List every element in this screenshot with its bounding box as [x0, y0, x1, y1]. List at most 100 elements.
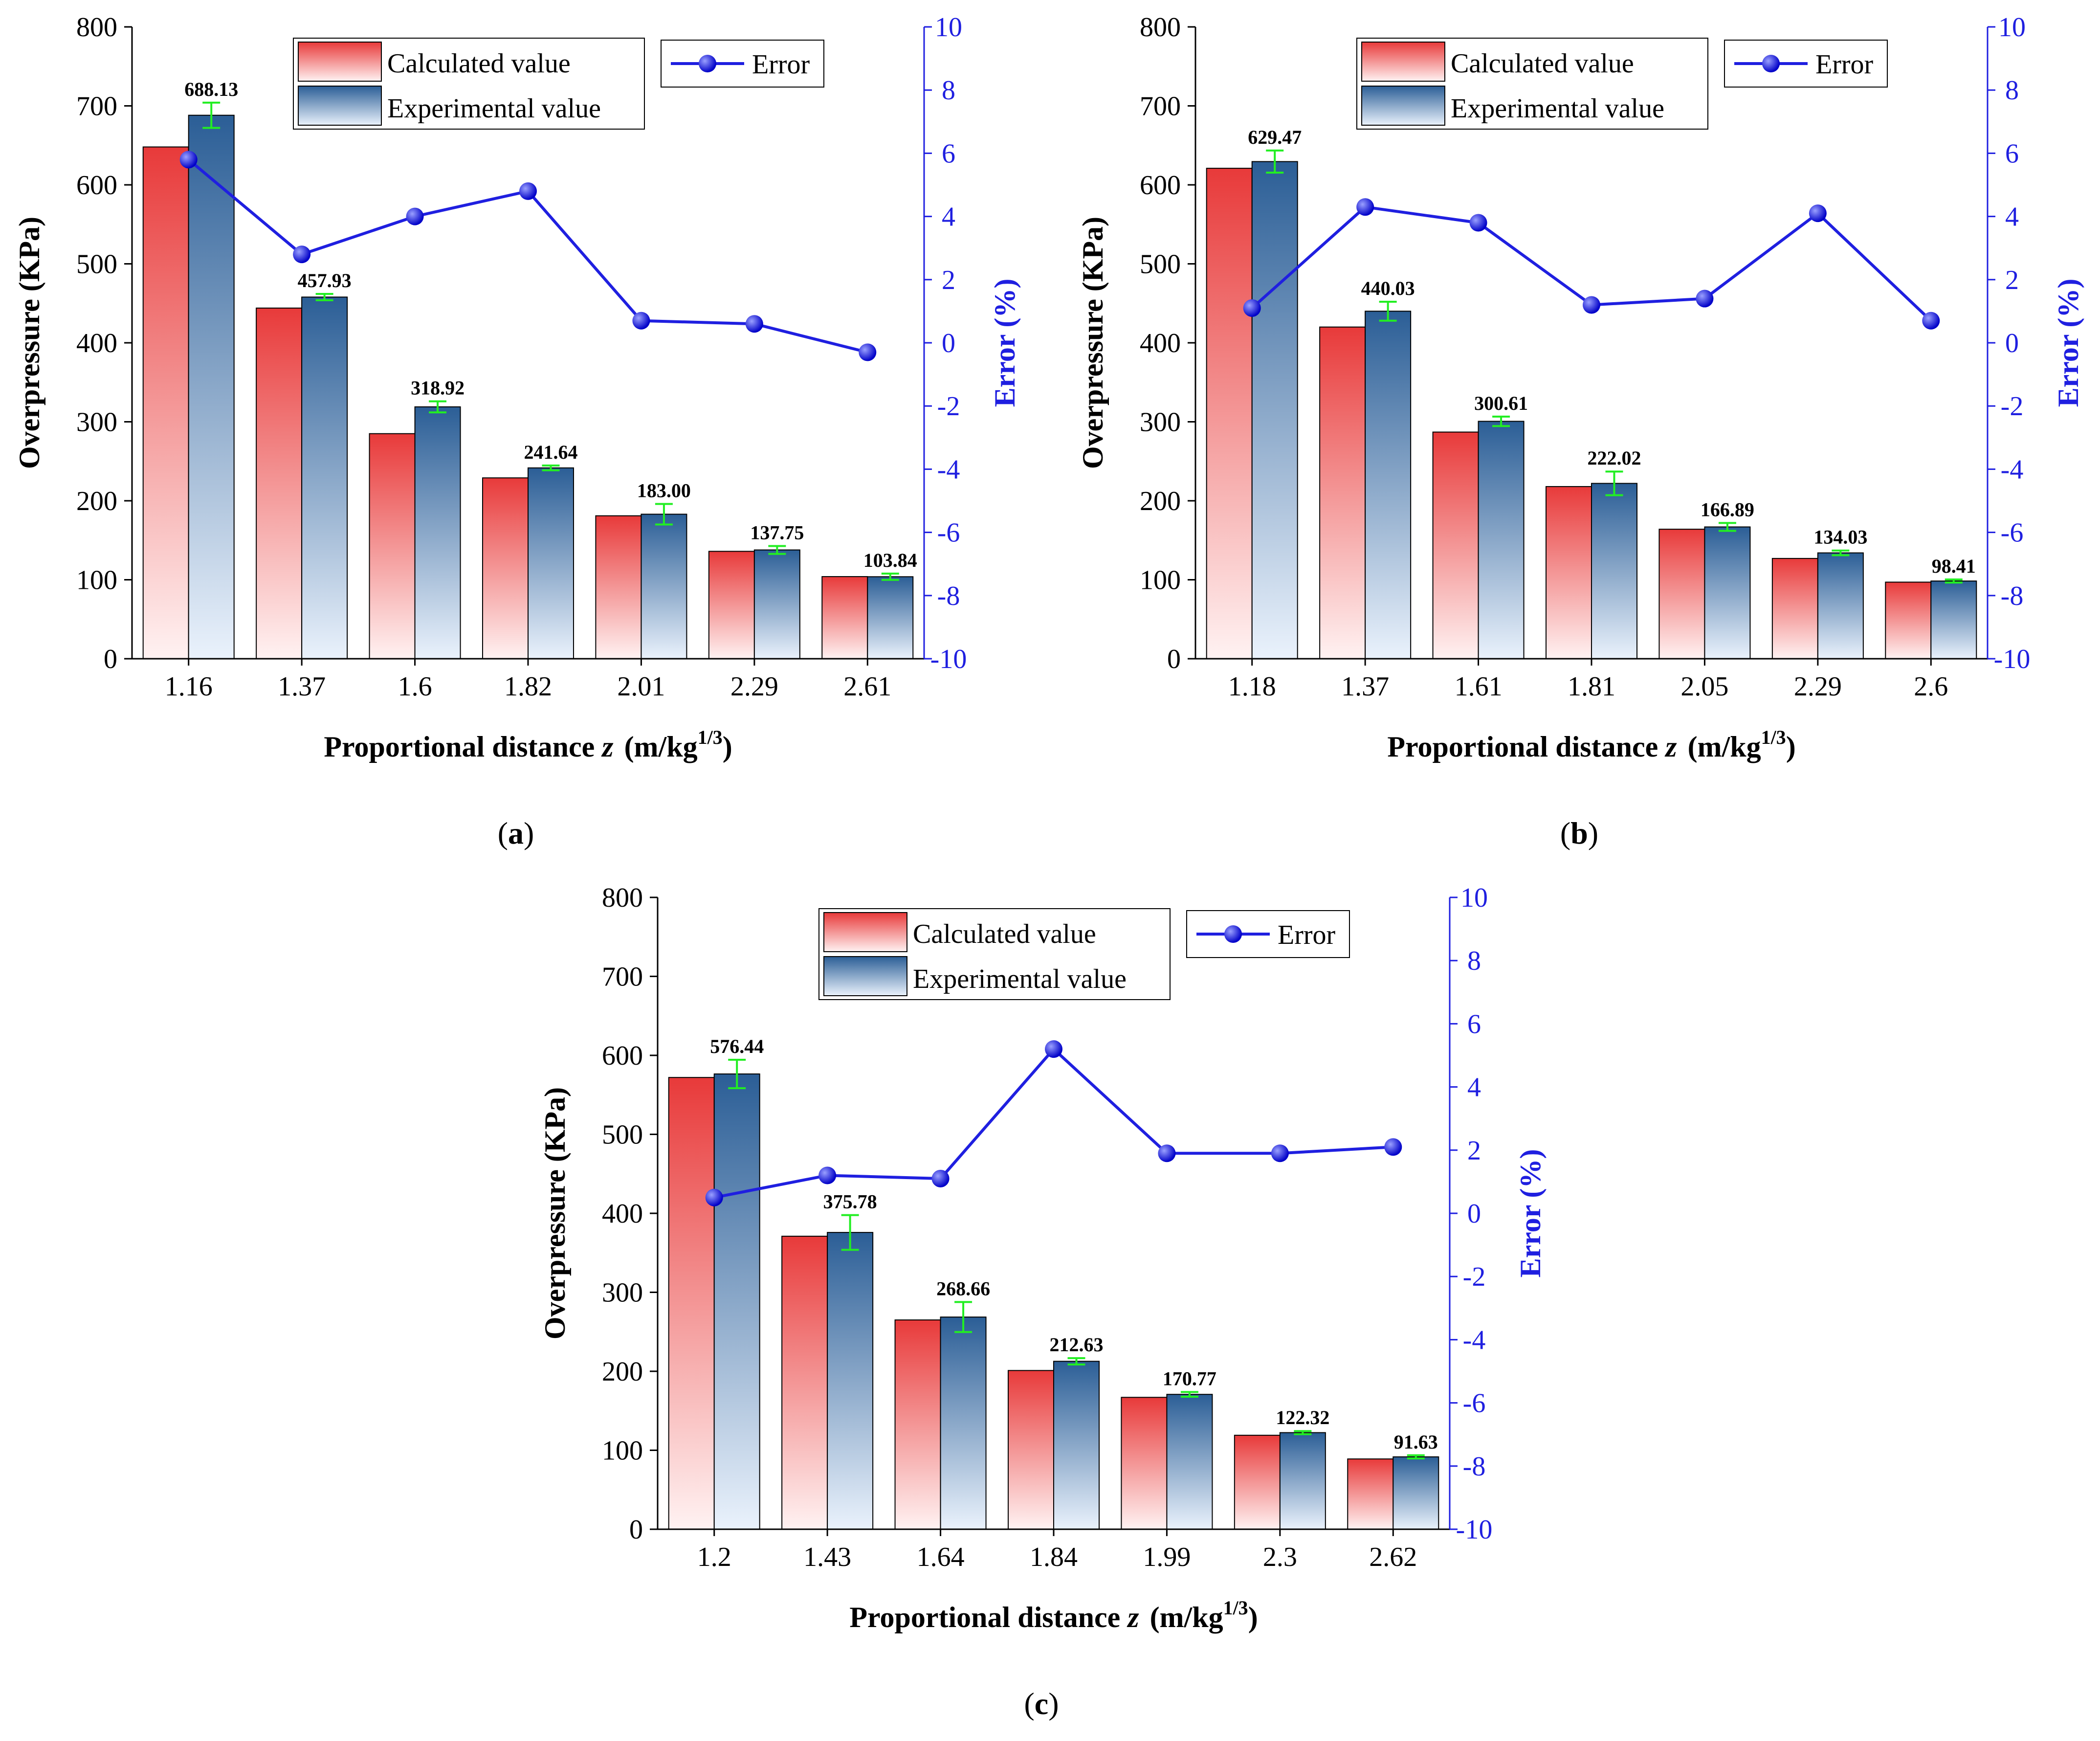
data-label-4: 166.89 [1701, 498, 1754, 520]
bar-experimental-6 [1393, 1456, 1439, 1530]
data-label-2: 300.61 [1474, 392, 1528, 414]
bar-experimental-4 [641, 513, 687, 659]
right-tick-label-4: -2 [1463, 1262, 1486, 1292]
left-tick-label-5: 500 [1140, 249, 1181, 280]
data-label-2: 268.66 [936, 1277, 990, 1299]
right-tick-label-7: 4 [2005, 202, 2019, 232]
panel-label-letter: b [1570, 816, 1588, 850]
chart-panel-a: 688.13 457.93 318.92 241.64 183.00 137.75 103.… [13, 12, 1021, 850]
x-tick-label-6: 2.61 [843, 671, 891, 702]
data-label-5: 122.32 [1276, 1406, 1329, 1429]
left-tick-label-7: 700 [602, 962, 643, 992]
bar-calculated-3 [1546, 486, 1592, 659]
left-tick-label-3: 300 [1140, 407, 1181, 438]
left-tick-label-6: 600 [76, 170, 117, 201]
bar-experimental-3 [528, 467, 574, 659]
x-tick-label-2: 1.6 [398, 671, 432, 702]
legend-error-marker [1224, 925, 1242, 943]
bar-calculated-6 [1885, 581, 1932, 659]
bar-calculated-2 [369, 433, 416, 659]
y-axis-right-title: Error (%) [2052, 279, 2084, 407]
bar-experimental-4 [1166, 1394, 1213, 1530]
y-axis-right-title: Error (%) [1514, 1149, 1547, 1278]
x-tick-label-5: 2.3 [1263, 1542, 1297, 1572]
right-tick-label-1: -8 [1463, 1451, 1486, 1482]
legend-error-label: Error [752, 49, 810, 80]
x-axis-title-close: ) [1786, 731, 1796, 763]
x-axis-title-sup: 1/3 [698, 726, 723, 748]
data-label-5: 137.75 [750, 521, 804, 543]
right-tick-label-4: -2 [937, 391, 960, 422]
panel-label: (a) [498, 816, 534, 850]
right-tick-label-5: 0 [1467, 1199, 1481, 1229]
bar-experimental-2 [940, 1317, 987, 1530]
x-tick-label-3: 1.82 [504, 671, 552, 702]
x-tick-label-5: 2.29 [1794, 671, 1842, 702]
data-label-1: 440.03 [1361, 277, 1415, 299]
bar-experimental-0 [188, 114, 235, 659]
panel-label-open: ( [1560, 816, 1570, 850]
left-tick-label-4: 400 [602, 1199, 643, 1229]
panel-label: (c) [1024, 1686, 1059, 1721]
bar-experimental-0 [1251, 161, 1298, 659]
right-tick-label-10: 10 [935, 12, 962, 43]
bar-calculated-6 [1347, 1458, 1394, 1530]
x-tick-label-1: 1.43 [803, 1542, 851, 1572]
data-label-3: 241.64 [524, 441, 578, 463]
left-tick-label-2: 200 [602, 1357, 643, 1387]
right-tick-label-1: -8 [937, 581, 960, 611]
panel-label-close: ) [1048, 1686, 1059, 1721]
x-tick-label-2: 1.64 [917, 1542, 965, 1572]
bar-experimental-2 [414, 406, 461, 659]
error-line [714, 1047, 1393, 1199]
left-tick-label-8: 800 [1140, 12, 1181, 43]
error-point-0 [179, 151, 198, 169]
bar-calculated-2 [894, 1319, 941, 1530]
left-tick-label-6: 600 [1140, 170, 1181, 201]
panel-label-open: ( [1024, 1686, 1034, 1721]
right-tick-label-8: 6 [1467, 1009, 1481, 1039]
left-tick-label-1: 100 [602, 1436, 643, 1466]
y-axis-right-title: Error (%) [989, 279, 1021, 407]
data-label-5: 134.03 [1813, 526, 1867, 548]
legend-experimental-swatch [298, 86, 382, 126]
left-tick-label-8: 800 [602, 883, 643, 913]
right-tick-label-6: 2 [942, 265, 955, 295]
left-tick-label-8: 800 [76, 12, 117, 43]
right-tick-label-8: 6 [942, 138, 955, 169]
x-axis-title: Proportional distance z (m/kg1/3) [1387, 726, 1795, 763]
error-point-6 [1922, 312, 1940, 330]
legend-experimental-label: Experimental value [387, 93, 601, 124]
left-tick-label-0: 0 [629, 1515, 643, 1545]
error-point-6 [1384, 1138, 1402, 1156]
data-label-6: 103.84 [863, 549, 917, 571]
bar-calculated-5 [1771, 558, 1818, 660]
left-tick-label-4: 400 [76, 328, 117, 358]
x-tick-label-4: 1.99 [1143, 1542, 1191, 1572]
error-point-2 [406, 207, 424, 225]
right-tick-label-5: 0 [942, 328, 955, 358]
error-point-2 [931, 1169, 950, 1187]
left-tick-label-3: 300 [602, 1278, 643, 1308]
bar-calculated-6 [821, 576, 868, 660]
error-point-3 [1045, 1040, 1062, 1058]
data-label-4: 183.00 [637, 479, 691, 501]
bar-experimental-5 [753, 549, 800, 659]
data-label-3: 222.02 [1588, 447, 1641, 469]
data-label-2: 318.92 [411, 377, 464, 399]
left-tick-label-2: 200 [76, 486, 117, 516]
x-tick-label-0: 1.16 [165, 671, 213, 702]
right-tick-label-2: -6 [937, 518, 960, 548]
right-tick-label-9: 8 [2005, 75, 2019, 106]
right-tick-label-10: 10 [1998, 12, 2026, 43]
right-tick-label-9: 8 [942, 75, 955, 106]
legend-error-label: Error [1815, 49, 1874, 80]
data-label-6: 91.63 [1394, 1431, 1438, 1453]
data-label-1: 375.78 [823, 1191, 877, 1213]
legend-calculated-swatch [823, 912, 907, 952]
left-tick-label-1: 100 [1140, 565, 1181, 596]
left-tick-label-7: 700 [76, 91, 117, 122]
bar-experimental-1 [827, 1232, 874, 1530]
x-axis-title-sup: 1/3 [1223, 1597, 1248, 1619]
bar-calculated-0 [142, 146, 189, 660]
